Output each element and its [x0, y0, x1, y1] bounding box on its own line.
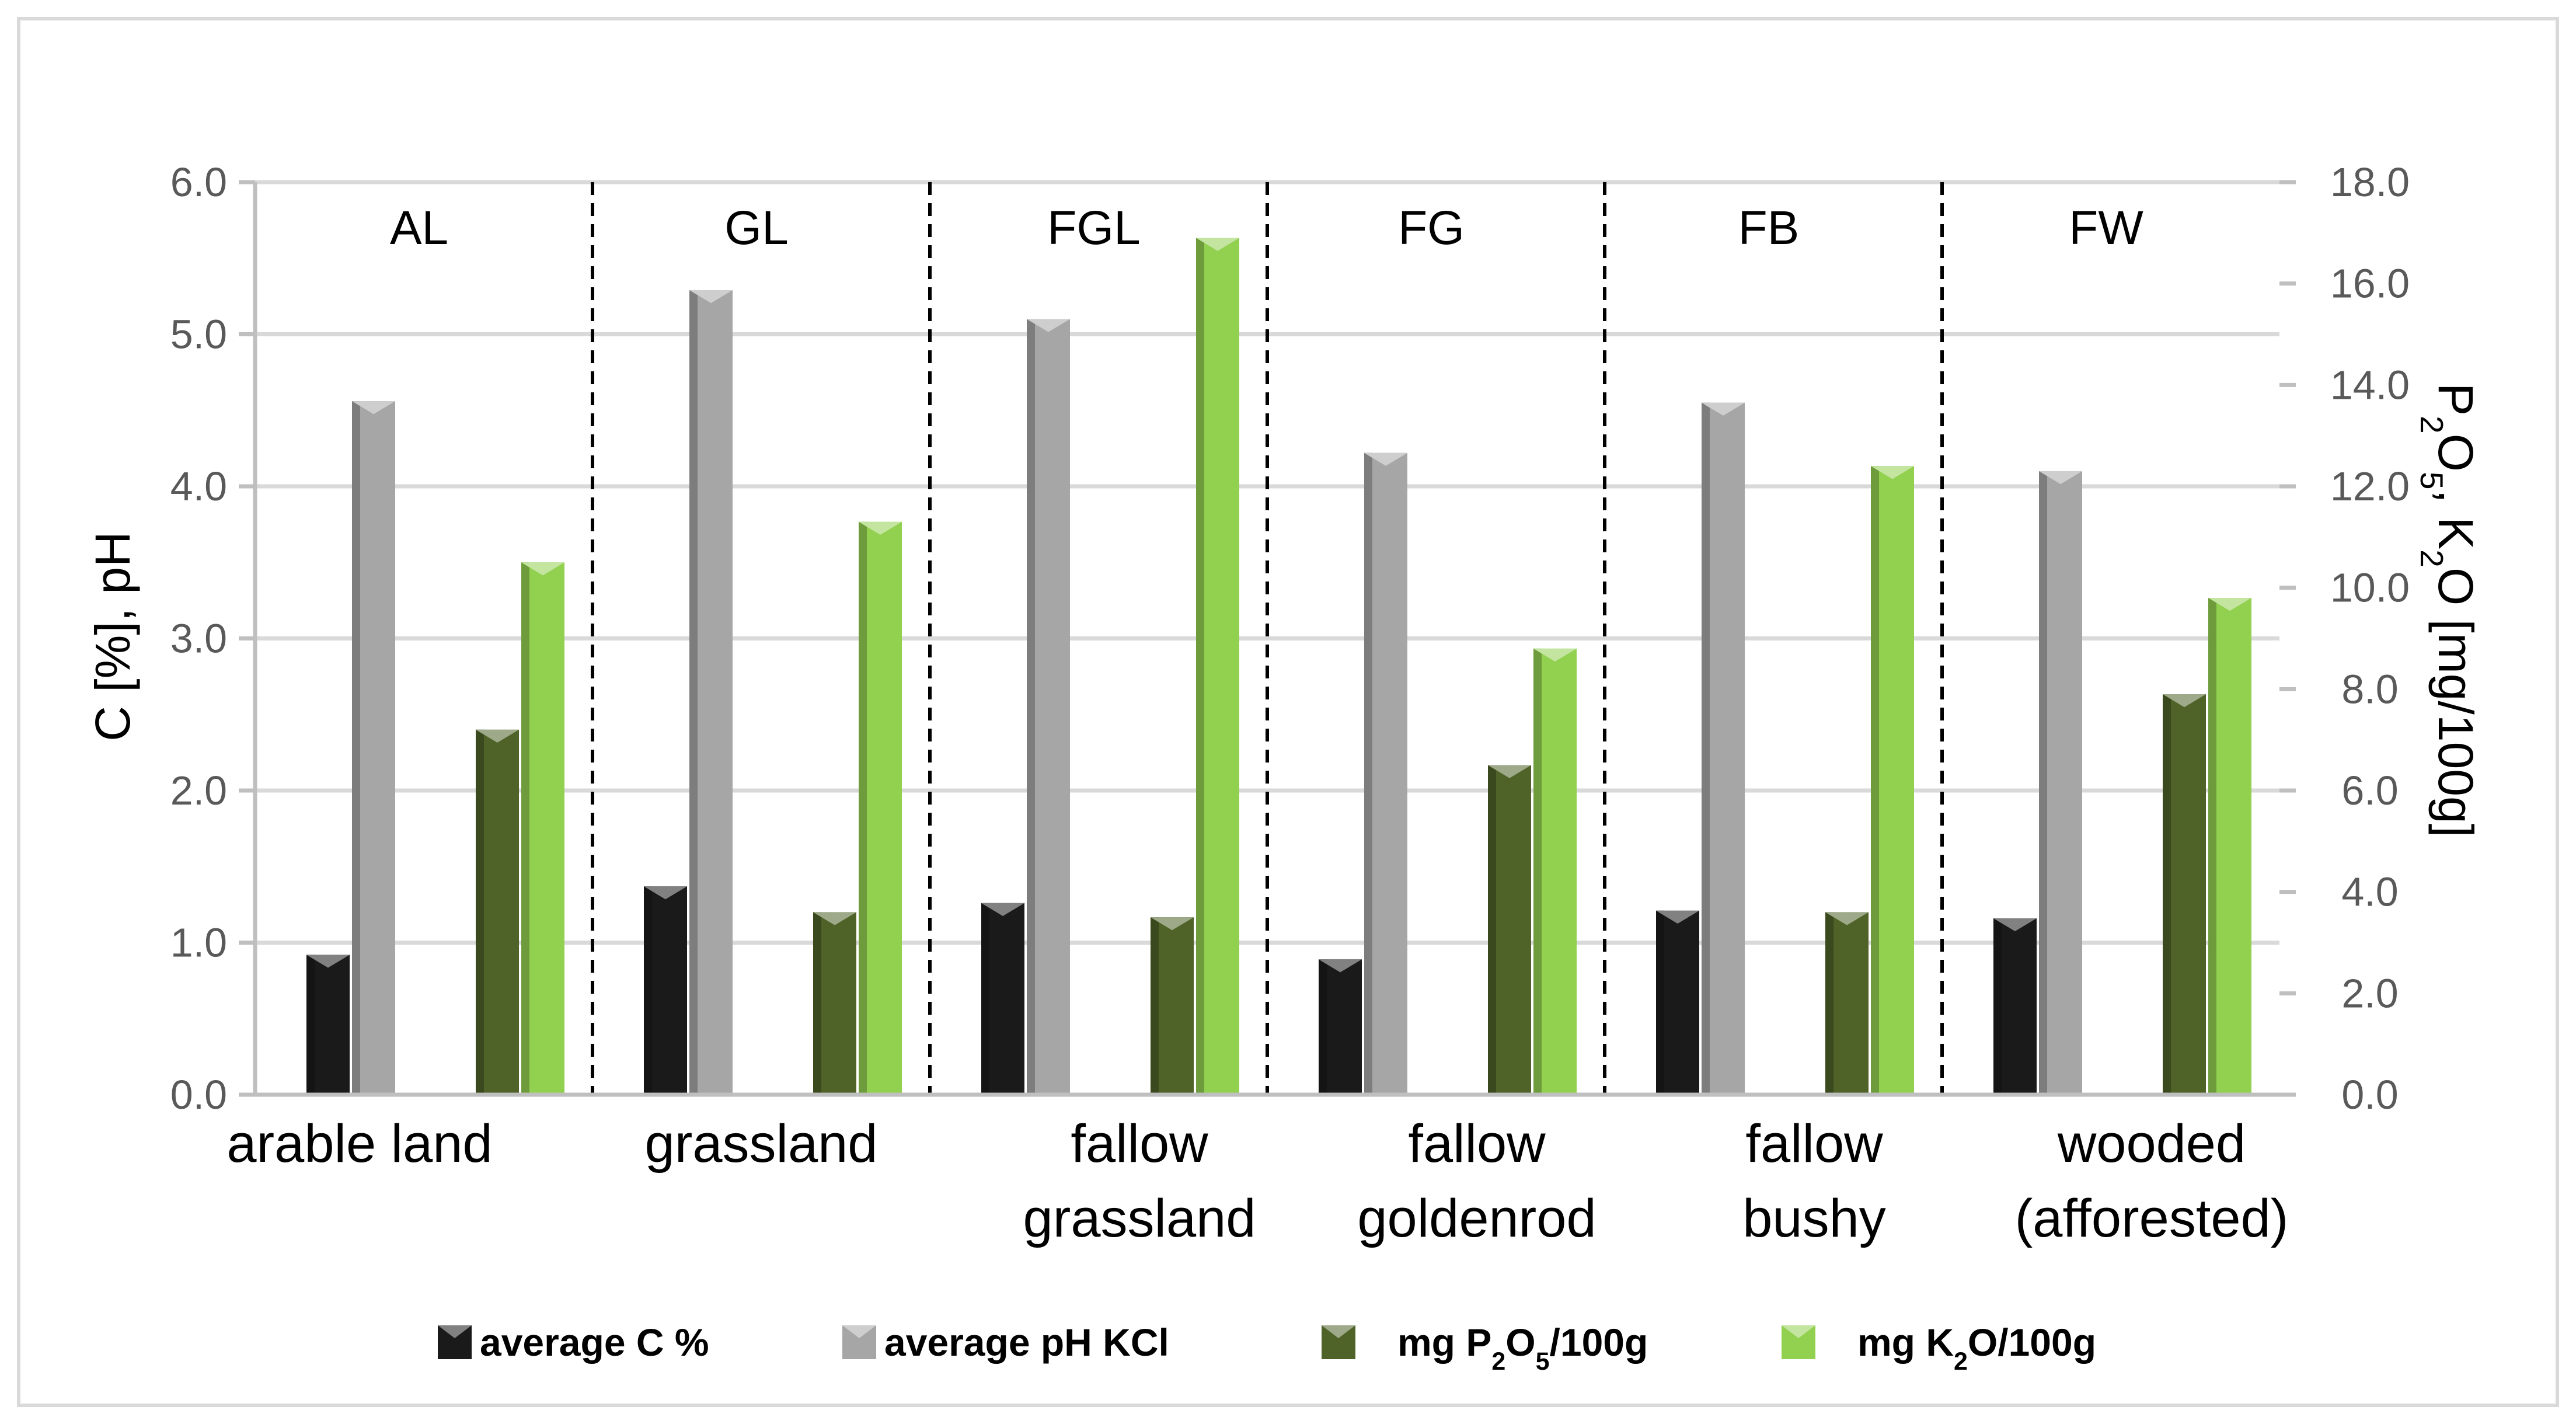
left-tick-label: 4.0 [170, 464, 227, 509]
bar-average-ph-kcl-edge [689, 290, 698, 1095]
legend-swatch-cap [438, 1325, 472, 1338]
bar-mg-p-o-100g-edge [813, 912, 821, 1095]
left-tick-label: 2.0 [170, 768, 227, 813]
right-tick-label: 18.0 [2330, 159, 2410, 205]
bar-mg-p-o-100g-cap [1488, 765, 1531, 778]
bar-average-c-cap [306, 955, 350, 968]
bar-average-ph-kcl-cap [1702, 402, 1745, 416]
bar-mg-k-o-100g-edge [859, 521, 867, 1095]
category-abbreviation: FG [1398, 201, 1465, 255]
category-abbreviation: FW [2069, 201, 2143, 255]
bar-average-ph-kcl-edge [2039, 471, 2047, 1095]
category-label: wooded (afforested) [2015, 1114, 2289, 1248]
left-axis-title: C [%], pH [85, 531, 140, 741]
left-axis-ticks: 0.0 1.0 2.0 3.0 4.0 5.0 6.0 [170, 159, 257, 1117]
bar-mg-p-o-100g-edge [1488, 765, 1496, 1095]
right-tick-label: 14.0 [2330, 362, 2410, 408]
category-label: arable land [226, 1114, 492, 1174]
left-tick-label: 1.0 [170, 920, 227, 966]
section-dividers [591, 182, 1944, 1095]
legend-label: average pH KCl [884, 1321, 1169, 1364]
right-tick-label: 16.0 [2330, 261, 2410, 307]
bar-average-c-edge [1319, 959, 1327, 1095]
bar-mg-k-o-100g-cap [1871, 466, 1914, 479]
legend-swatch-cap [1322, 1325, 1355, 1338]
category-abbreviation: FB [1738, 201, 1800, 255]
legend-label: mg P2O5/100g [1397, 1321, 1648, 1376]
bar-average-c-cap [1993, 918, 2037, 932]
right-axis-ticks: 0.0 2.0 4.0 6.0 8.0 10.0 12.0 14.0 16.0 18.0 [2279, 159, 2410, 1117]
right-tick-label: 8.0 [2341, 666, 2398, 712]
left-tick-label: 0.0 [170, 1072, 227, 1117]
right-tick-label: 6.0 [2341, 768, 2398, 813]
category-abbreviations: AL GL FGL FG FB FW [390, 201, 2144, 255]
bar-average-c-edge [644, 886, 652, 1095]
bar-average-ph-kcl-cap [352, 401, 395, 415]
bar-average-ph-kcl-edge [1702, 402, 1710, 1095]
category-labels: arable land grassland fallow grassland fallo… [226, 1114, 2288, 1248]
bar-average-ph-kcl-cap [1364, 452, 1407, 466]
bar-mg-k-o-100g-cap [2208, 598, 2251, 611]
bar-mg-k-o-100g-cap [1196, 238, 1239, 251]
left-tick-label: 3.0 [170, 616, 227, 661]
legend-swatch-cap [842, 1325, 876, 1338]
category-abbreviation: FGL [1047, 201, 1140, 255]
bar-mg-k-o-100g-cap [859, 521, 902, 535]
bar-average-c-cap [644, 886, 687, 900]
right-tick-label: 12.0 [2330, 464, 2410, 509]
bar-average-ph-kcl-cap [689, 290, 733, 304]
left-tick-label: 6.0 [170, 159, 227, 205]
bar-mg-p-o-100g-cap [1825, 912, 1869, 925]
bar-average-c-edge [981, 903, 989, 1095]
bar-mg-p-o-100g-edge [1151, 917, 1159, 1095]
chart-frame [17, 17, 2559, 1407]
bar-average-c-cap [1319, 959, 1362, 973]
category-label: fallow bushy [1742, 1114, 1886, 1248]
category-label: fallow goldenrod [1357, 1114, 1596, 1248]
bar-mg-p-o-100g-cap [1151, 917, 1194, 931]
bar-mg-k-o-100g-edge [1533, 648, 1542, 1095]
right-tick-label: 10.0 [2330, 565, 2410, 611]
bar-mg-k-o-100g-edge [1871, 466, 1879, 1095]
bar-mg-p-o-100g-edge [1825, 912, 1833, 1095]
category-abbreviation: GL [724, 201, 788, 255]
bar-average-ph-kcl-edge [352, 401, 360, 1095]
bar-mg-p-o-100g-cap [2163, 694, 2206, 708]
bar-mg-k-o-100g-edge [2208, 598, 2216, 1095]
right-tick-label: 4.0 [2341, 869, 2398, 915]
right-tick-label: 0.0 [2341, 1072, 2398, 1117]
bar-mg-p-o-100g-cap [476, 729, 519, 743]
legend-swatch-cap [1782, 1325, 1815, 1338]
bar-mg-k-o-100g-edge [521, 562, 529, 1095]
bar-average-ph-kcl-cap [2039, 471, 2082, 485]
right-tick-label: 2.0 [2341, 970, 2398, 1016]
legend: average C % average pH KCl mg P2O5/100g mg … [438, 1321, 2096, 1376]
bar-average-ph-kcl-edge [1027, 319, 1035, 1095]
bar-average-c-edge [306, 955, 315, 1095]
bar-mg-k-o-100g-edge [1196, 238, 1204, 1095]
bar-mg-k-o-100g-cap [521, 562, 564, 576]
legend-label: average C % [480, 1321, 709, 1364]
category-abbreviation: AL [390, 201, 448, 255]
bar-mg-p-o-100g-edge [2163, 694, 2171, 1095]
bar-mg-p-o-100g-cap [813, 912, 856, 925]
bar-average-c-cap [1656, 910, 1699, 924]
category-label: grassland [645, 1114, 878, 1174]
bar-average-c-edge [1993, 918, 2002, 1095]
bar-mg-p-o-100g-edge [476, 729, 484, 1095]
bar-average-c-edge [1656, 910, 1664, 1095]
bar-average-c-cap [981, 903, 1024, 916]
bars [306, 238, 2251, 1095]
bar-average-ph-kcl-edge [1364, 452, 1372, 1095]
legend-label: mg K2O/100g [1857, 1321, 2096, 1376]
category-label: fallow grassland [1023, 1114, 1256, 1248]
right-axis-title: P2O5, K2O [mg/100g] [2414, 383, 2483, 837]
bar-average-ph-kcl-cap [1027, 319, 1070, 332]
bar-mg-k-o-100g-cap [1533, 648, 1577, 662]
left-tick-label: 5.0 [170, 312, 227, 357]
